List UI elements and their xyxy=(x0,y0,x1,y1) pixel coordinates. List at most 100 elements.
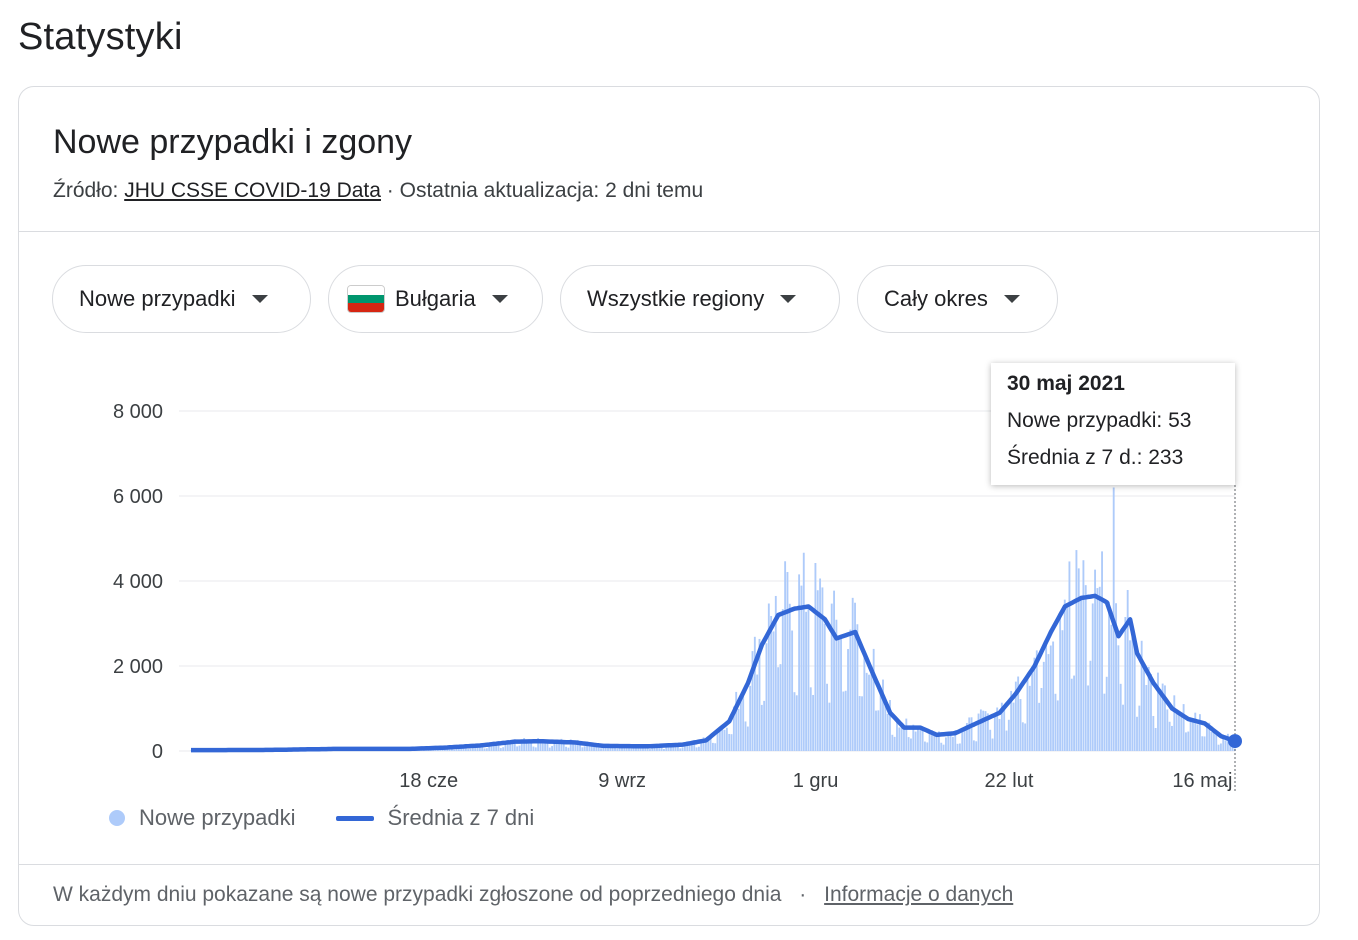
case-bar xyxy=(975,741,978,751)
case-bar xyxy=(949,732,952,751)
region-dropdown[interactable]: Wszystkie regiony xyxy=(560,265,840,333)
card-title: Nowe przypadki i zgony xyxy=(53,123,413,161)
case-bar xyxy=(965,723,968,751)
case-bar xyxy=(935,732,938,751)
case-bar xyxy=(597,747,600,751)
case-bar xyxy=(1010,690,1013,751)
case-bar xyxy=(679,748,682,751)
case-bar xyxy=(653,746,656,751)
case-bar xyxy=(488,742,491,751)
case-bar xyxy=(998,718,1001,751)
legend-line-marker xyxy=(335,815,374,821)
case-bar xyxy=(1205,725,1208,751)
case-bar xyxy=(1070,678,1073,751)
case-bar xyxy=(933,735,936,751)
case-bar xyxy=(1226,733,1229,751)
case-bar xyxy=(970,717,973,751)
case-bar xyxy=(1098,586,1101,751)
case-bar xyxy=(1224,740,1227,751)
case-bar xyxy=(872,648,875,751)
footer-note: W każdym dniu pokazane są nowe przypadki… xyxy=(53,883,1013,907)
case-bar xyxy=(506,741,509,751)
case-bar xyxy=(1012,702,1015,751)
case-bar xyxy=(774,595,777,751)
case-bar xyxy=(844,690,847,751)
case-bar xyxy=(1054,693,1057,751)
case-bar xyxy=(1217,744,1220,751)
last-updated: Ostatnia aktualizacja: 2 dni temu xyxy=(399,179,704,202)
case-bar xyxy=(1154,727,1157,751)
case-bar xyxy=(1087,685,1090,751)
country-dropdown[interactable]: Bułgaria xyxy=(328,265,543,333)
case-bar xyxy=(1031,673,1034,751)
case-bar xyxy=(1178,713,1180,751)
case-bar xyxy=(1000,702,1003,751)
case-bar xyxy=(984,711,987,751)
source-link[interactable]: JHU CSSE COVID-19 Data xyxy=(124,179,381,202)
case-bar xyxy=(809,687,812,751)
case-bar xyxy=(1222,737,1225,751)
case-bar xyxy=(455,747,458,751)
case-bar xyxy=(758,638,761,751)
case-bar xyxy=(670,746,672,751)
case-bar xyxy=(1091,603,1094,751)
metric-label: Nowe przypadki xyxy=(79,286,236,311)
case-bar xyxy=(1068,561,1071,751)
case-bar xyxy=(914,731,917,751)
legend-bars-label: Nowe przypadki xyxy=(139,805,296,830)
case-bar xyxy=(565,746,568,751)
case-bar xyxy=(1219,743,1222,751)
cases-chart[interactable]: 18 cze 9 wrz 1 gru 22 lut 16 maj 0 2 000 4 000… xyxy=(19,357,1319,797)
case-bar xyxy=(854,602,856,751)
case-bar xyxy=(1203,736,1206,751)
y-tick-label: 8 000 xyxy=(113,401,163,423)
case-bar xyxy=(665,747,668,751)
case-bar xyxy=(900,724,903,751)
footer-text: W każdym dniu pokazane są nowe przypadki… xyxy=(53,883,782,906)
case-bar xyxy=(1210,732,1213,751)
case-bar xyxy=(816,590,819,751)
case-bar xyxy=(502,747,505,751)
case-bar xyxy=(1198,714,1201,751)
bulgaria-flag-icon xyxy=(347,285,385,313)
case-bar xyxy=(656,746,658,751)
case-bar xyxy=(940,742,943,751)
case-bar xyxy=(702,737,705,751)
case-bar xyxy=(784,561,787,751)
case-bar xyxy=(921,726,924,751)
case-bar xyxy=(693,739,696,751)
tooltip-average: Średnia z 7 d.: 233 xyxy=(1007,446,1184,469)
case-bar xyxy=(539,742,542,751)
case-bar xyxy=(991,738,994,751)
case-bar xyxy=(753,636,756,751)
case-bar xyxy=(793,692,796,751)
case-bar xyxy=(865,672,868,751)
case-bar xyxy=(683,744,686,751)
case-bar xyxy=(1131,625,1134,751)
case-bar xyxy=(707,740,710,751)
case-bar xyxy=(767,603,770,751)
case-bar xyxy=(714,743,717,751)
y-tick-label: 0 xyxy=(152,741,163,763)
case-bar xyxy=(907,737,910,751)
case-bar xyxy=(513,739,516,751)
case-bar xyxy=(558,740,561,751)
case-bar xyxy=(509,741,512,751)
case-bar xyxy=(1089,660,1092,751)
data-info-link[interactable]: Informacje o danych xyxy=(824,883,1014,906)
case-bar xyxy=(746,726,749,751)
case-bar xyxy=(1196,724,1199,751)
case-bar xyxy=(1164,685,1166,751)
metric-dropdown[interactable]: Nowe przypadki xyxy=(52,265,311,333)
period-dropdown[interactable]: Cały okres xyxy=(857,265,1058,333)
case-bar xyxy=(1133,645,1136,751)
case-bar xyxy=(725,727,728,751)
case-bar xyxy=(1045,640,1048,751)
case-bar xyxy=(1110,624,1113,751)
case-bar xyxy=(800,585,803,751)
case-bar xyxy=(896,721,898,751)
case-bar xyxy=(1126,590,1129,751)
case-bar xyxy=(749,685,752,751)
case-bar xyxy=(891,734,894,751)
case-bar xyxy=(1056,700,1059,751)
